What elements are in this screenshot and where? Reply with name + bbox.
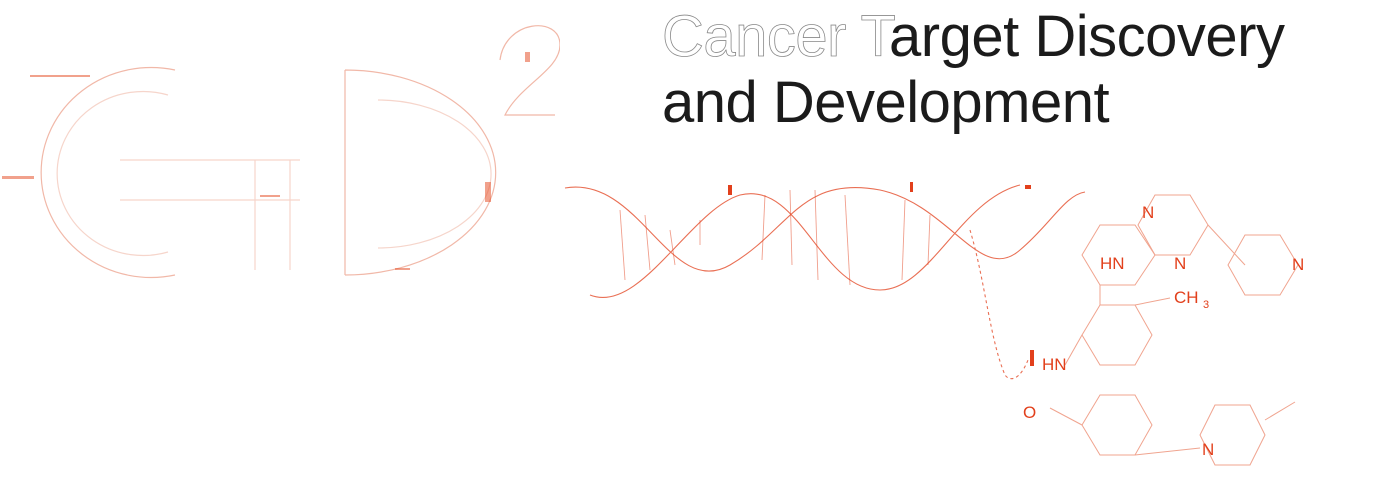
dna-strand-1 <box>564 186 1086 272</box>
ctd2-logo <box>2 25 560 279</box>
atom-n-piperazine: N <box>1202 440 1214 459</box>
dna-helix-graphic <box>564 182 1086 380</box>
title-ghost-text: Cancer T <box>662 4 890 70</box>
atom-ch3: CH <box>1174 288 1199 307</box>
title-line-1-text: arget Discovery <box>889 4 1285 69</box>
site-title: Cancer Target Discovery and Development <box>662 4 1285 136</box>
pyrimidine-ring <box>1137 194 1209 256</box>
amide-benzene-ring <box>1081 394 1153 456</box>
title-line-1: Cancer Target Discovery <box>662 4 1285 70</box>
logo-letter-d <box>344 69 497 276</box>
logo-letter-c <box>40 66 176 279</box>
atom-hn-amide: HN <box>1042 355 1067 374</box>
logo-letter-t <box>120 159 300 270</box>
title-line-2: and Development <box>662 70 1110 135</box>
logo-superscript-2 <box>499 25 560 116</box>
atom-ch3-subscript: 3 <box>1203 299 1209 311</box>
dna-strand-2 <box>589 184 1021 298</box>
atom-o: O <box>1023 403 1036 422</box>
atom-n-pyridine: N <box>1292 255 1304 274</box>
atom-n-top: N <box>1142 203 1154 222</box>
pyridine-ring <box>1227 234 1299 296</box>
piperazine-ring <box>1199 404 1266 466</box>
atom-n-middle: N <box>1174 254 1186 273</box>
atom-hn-left: HN <box>1100 254 1125 273</box>
molecule-structure: N HN N N CH 3 HN O N <box>1023 194 1304 466</box>
benzene-ring <box>1081 304 1153 366</box>
